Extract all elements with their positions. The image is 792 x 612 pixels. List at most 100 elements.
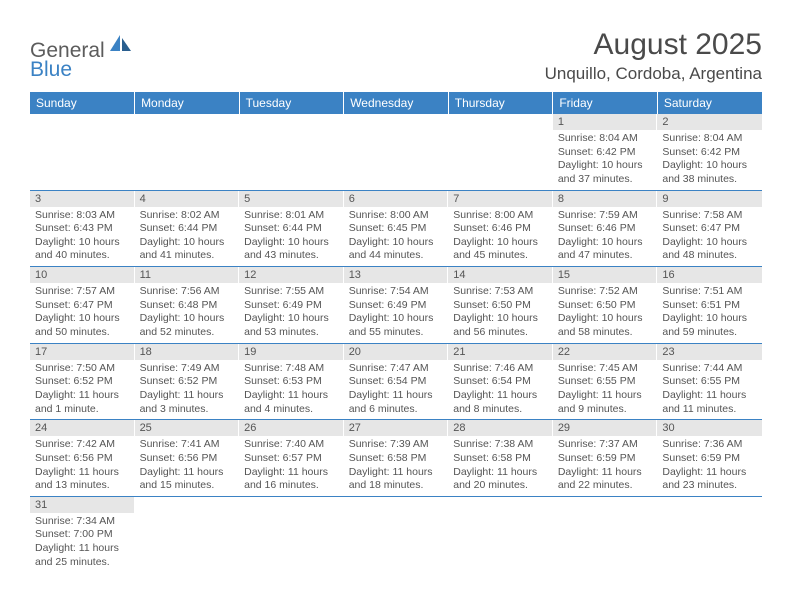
calendar-cell: [135, 496, 240, 572]
dayheader-mon: Monday: [135, 92, 240, 114]
daylight-text: Daylight: 10 hours and 45 minutes.: [453, 236, 548, 263]
day-details: Sunrise: 7:47 AMSunset: 6:54 PMDaylight:…: [344, 360, 449, 420]
day-details: Sunrise: 8:02 AMSunset: 6:44 PMDaylight:…: [135, 207, 240, 267]
daylight-text: Daylight: 11 hours and 1 minute.: [35, 389, 130, 416]
calendar-cell: [344, 496, 449, 572]
sunset-text: Sunset: 6:49 PM: [349, 299, 444, 313]
sunset-text: Sunset: 6:55 PM: [662, 375, 757, 389]
sunrise-text: Sunrise: 7:51 AM: [662, 285, 757, 299]
day-details: Sunrise: 7:57 AMSunset: 6:47 PMDaylight:…: [30, 283, 135, 343]
day-details: Sunrise: 8:00 AMSunset: 6:45 PMDaylight:…: [344, 207, 449, 267]
sunset-text: Sunset: 6:47 PM: [662, 222, 757, 236]
day-details: Sunrise: 8:00 AMSunset: 6:46 PMDaylight:…: [448, 207, 553, 267]
daylight-text: Daylight: 11 hours and 18 minutes.: [349, 466, 444, 493]
calendar-cell: [448, 496, 553, 572]
calendar-cell: 16Sunrise: 7:51 AMSunset: 6:51 PMDayligh…: [657, 267, 762, 344]
sunrise-text: Sunrise: 7:59 AM: [558, 209, 653, 223]
daylight-text: Daylight: 10 hours and 58 minutes.: [558, 312, 653, 339]
day-number: 23: [657, 344, 762, 360]
day-details: Sunrise: 7:45 AMSunset: 6:55 PMDaylight:…: [553, 360, 658, 420]
day-number: 12: [239, 267, 344, 283]
month-title: August 2025: [545, 28, 762, 62]
daylight-text: Daylight: 10 hours and 44 minutes.: [349, 236, 444, 263]
sunrise-text: Sunrise: 7:34 AM: [35, 515, 130, 529]
sunset-text: Sunset: 6:54 PM: [453, 375, 548, 389]
day-number: 4: [135, 191, 240, 207]
day-details: Sunrise: 7:58 AMSunset: 6:47 PMDaylight:…: [657, 207, 762, 267]
sunrise-text: Sunrise: 7:45 AM: [558, 362, 653, 376]
sunrise-text: Sunrise: 7:53 AM: [453, 285, 548, 299]
sunrise-text: Sunrise: 7:44 AM: [662, 362, 757, 376]
calendar-cell: [344, 114, 449, 190]
calendar-cell: 6Sunrise: 8:00 AMSunset: 6:45 PMDaylight…: [344, 190, 449, 267]
sunset-text: Sunset: 6:56 PM: [35, 452, 130, 466]
calendar-cell: 7Sunrise: 8:00 AMSunset: 6:46 PMDaylight…: [448, 190, 553, 267]
day-details: Sunrise: 7:51 AMSunset: 6:51 PMDaylight:…: [657, 283, 762, 343]
calendar-cell: 3Sunrise: 8:03 AMSunset: 6:43 PMDaylight…: [30, 190, 135, 267]
calendar-cell: 14Sunrise: 7:53 AMSunset: 6:50 PMDayligh…: [448, 267, 553, 344]
day-number: 13: [344, 267, 449, 283]
sunrise-text: Sunrise: 7:54 AM: [349, 285, 444, 299]
day-number: 25: [135, 420, 240, 436]
dayheader-fri: Friday: [553, 92, 658, 114]
sunrise-text: Sunrise: 7:58 AM: [662, 209, 757, 223]
sunset-text: Sunset: 6:53 PM: [244, 375, 339, 389]
daylight-text: Daylight: 11 hours and 6 minutes.: [349, 389, 444, 416]
daylight-text: Daylight: 10 hours and 41 minutes.: [140, 236, 235, 263]
sunrise-text: Sunrise: 7:56 AM: [140, 285, 235, 299]
day-details: Sunrise: 7:37 AMSunset: 6:59 PMDaylight:…: [553, 436, 658, 496]
day-number: 5: [239, 191, 344, 207]
day-number: 8: [553, 191, 658, 207]
day-number: 2: [657, 114, 762, 130]
day-number: 22: [553, 344, 658, 360]
calendar-cell: 28Sunrise: 7:38 AMSunset: 6:58 PMDayligh…: [448, 420, 553, 497]
sunset-text: Sunset: 6:48 PM: [140, 299, 235, 313]
sunrise-text: Sunrise: 7:37 AM: [558, 438, 653, 452]
sunset-text: Sunset: 6:45 PM: [349, 222, 444, 236]
day-number: 31: [30, 497, 135, 513]
calendar-cell: 15Sunrise: 7:52 AMSunset: 6:50 PMDayligh…: [553, 267, 658, 344]
day-number: 24: [30, 420, 135, 436]
sunset-text: Sunset: 6:58 PM: [453, 452, 548, 466]
sunrise-text: Sunrise: 7:49 AM: [140, 362, 235, 376]
day-details: Sunrise: 7:52 AMSunset: 6:50 PMDaylight:…: [553, 283, 658, 343]
sunset-text: Sunset: 6:55 PM: [558, 375, 653, 389]
sunset-text: Sunset: 6:59 PM: [558, 452, 653, 466]
location-text: Unquillo, Cordoba, Argentina: [545, 64, 762, 84]
daylight-text: Daylight: 10 hours and 56 minutes.: [453, 312, 548, 339]
sunrise-text: Sunrise: 7:39 AM: [349, 438, 444, 452]
sunset-text: Sunset: 6:54 PM: [349, 375, 444, 389]
calendar-row: 3Sunrise: 8:03 AMSunset: 6:43 PMDaylight…: [30, 190, 762, 267]
daylight-text: Daylight: 10 hours and 48 minutes.: [662, 236, 757, 263]
day-number: 14: [448, 267, 553, 283]
sunrise-text: Sunrise: 7:52 AM: [558, 285, 653, 299]
daylight-text: Daylight: 10 hours and 38 minutes.: [662, 159, 757, 186]
day-number: 29: [553, 420, 658, 436]
sunset-text: Sunset: 6:56 PM: [140, 452, 235, 466]
day-number: 16: [657, 267, 762, 283]
sunrise-text: Sunrise: 7:50 AM: [35, 362, 130, 376]
daylight-text: Daylight: 10 hours and 52 minutes.: [140, 312, 235, 339]
calendar-cell: 17Sunrise: 7:50 AMSunset: 6:52 PMDayligh…: [30, 343, 135, 420]
sunset-text: Sunset: 6:52 PM: [35, 375, 130, 389]
day-details: Sunrise: 7:41 AMSunset: 6:56 PMDaylight:…: [135, 436, 240, 496]
dayheader-sat: Saturday: [657, 92, 762, 114]
calendar-cell: 9Sunrise: 7:58 AMSunset: 6:47 PMDaylight…: [657, 190, 762, 267]
day-number: 28: [448, 420, 553, 436]
calendar-row: 24Sunrise: 7:42 AMSunset: 6:56 PMDayligh…: [30, 420, 762, 497]
sunrise-text: Sunrise: 8:02 AM: [140, 209, 235, 223]
day-details: Sunrise: 7:55 AMSunset: 6:49 PMDaylight:…: [239, 283, 344, 343]
calendar-row: 10Sunrise: 7:57 AMSunset: 6:47 PMDayligh…: [30, 267, 762, 344]
daylight-text: Daylight: 10 hours and 47 minutes.: [558, 236, 653, 263]
sunrise-text: Sunrise: 7:40 AM: [244, 438, 339, 452]
sunrise-text: Sunrise: 7:46 AM: [453, 362, 548, 376]
day-details: Sunrise: 7:42 AMSunset: 6:56 PMDaylight:…: [30, 436, 135, 496]
sunrise-text: Sunrise: 8:04 AM: [662, 132, 757, 146]
title-block: August 2025 Unquillo, Cordoba, Argentina: [545, 28, 762, 84]
calendar-cell: [30, 114, 135, 190]
day-number: 1: [553, 114, 658, 130]
calendar-cell: 13Sunrise: 7:54 AMSunset: 6:49 PMDayligh…: [344, 267, 449, 344]
day-number: 20: [344, 344, 449, 360]
calendar-cell: [239, 114, 344, 190]
sunset-text: Sunset: 6:44 PM: [244, 222, 339, 236]
